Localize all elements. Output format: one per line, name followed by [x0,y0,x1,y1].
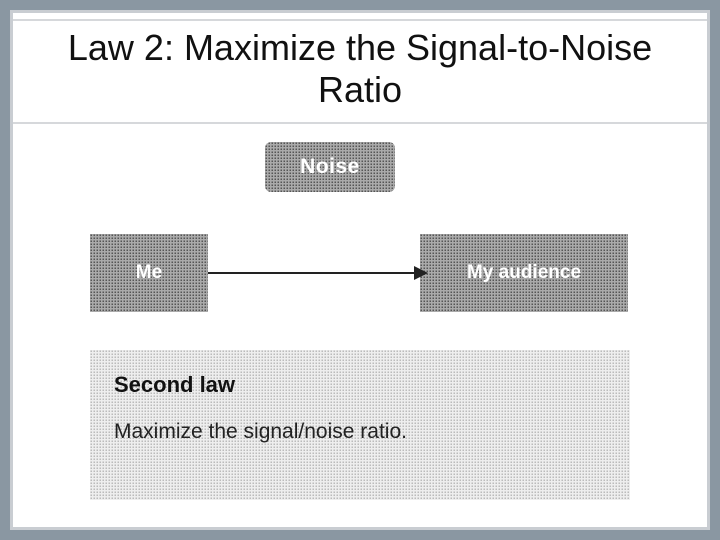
arrow-right-icon [414,266,428,280]
slide-frame: Law 2: Maximize the Signal-to-Noise Rati… [10,10,710,530]
law-body: Maximize the signal/noise ratio. [114,420,606,444]
node-me: Me [90,234,208,312]
edge-me-to-audience [208,272,420,274]
slide-title: Law 2: Maximize the Signal-to-Noise Rati… [41,27,679,112]
law-panel: Second law Maximize the signal/noise rat… [90,350,630,500]
node-audience-label: My audience [467,262,581,284]
node-audience: My audience [420,234,628,312]
node-noise: Noise [265,142,395,192]
node-noise-label: Noise [300,155,360,179]
node-me-label: Me [136,262,162,284]
title-band: Law 2: Maximize the Signal-to-Noise Rati… [13,19,707,124]
diagram: Noise Me My audience Second law Maximize… [90,142,630,522]
law-heading: Second law [114,372,606,398]
